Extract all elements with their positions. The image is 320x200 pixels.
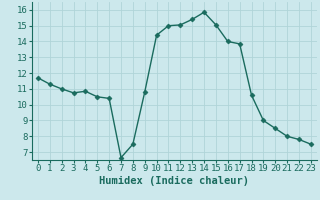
- X-axis label: Humidex (Indice chaleur): Humidex (Indice chaleur): [100, 176, 249, 186]
